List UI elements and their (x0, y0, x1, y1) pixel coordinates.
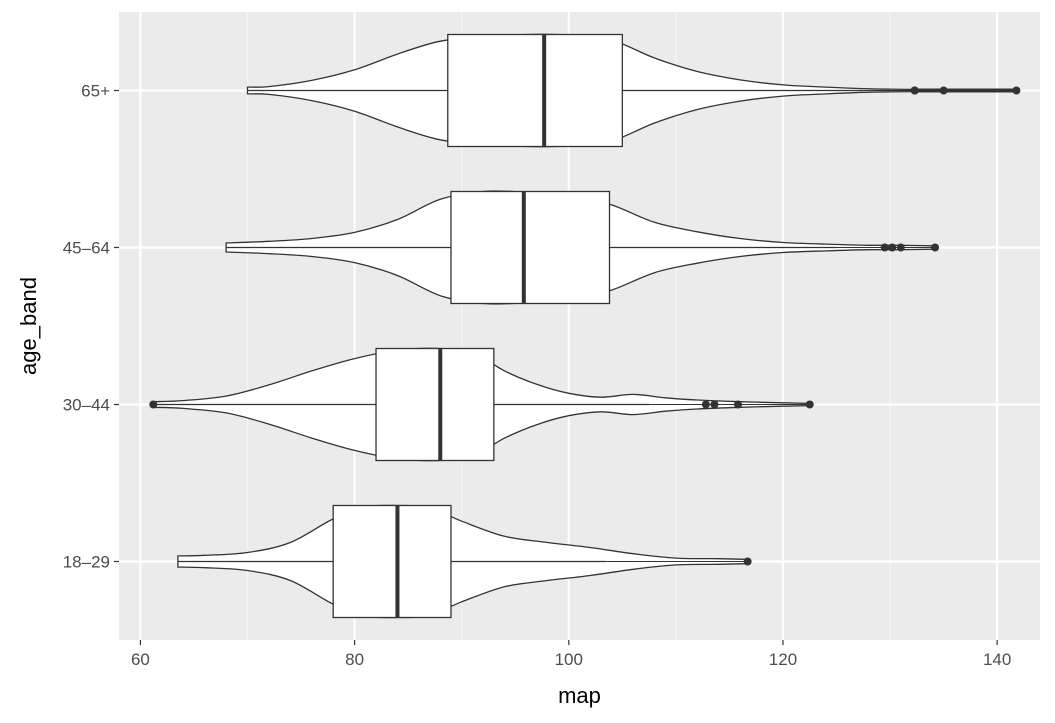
outlier-point (896, 243, 905, 252)
boxplot-layer (153, 33, 1017, 619)
box-45–64 (450, 190, 611, 305)
y-axis-title: age_band (16, 277, 41, 375)
outlier-point (743, 557, 752, 566)
outlier-point (701, 400, 710, 409)
outlier-point (733, 400, 742, 409)
y-tick-label: 30–44 (63, 396, 110, 415)
x-tick-label: 100 (555, 650, 583, 669)
outlier-point (710, 400, 719, 409)
outlier-point (880, 243, 889, 252)
outlier-point (931, 243, 940, 252)
x-tick-label: 60 (131, 650, 150, 669)
x-tick-label: 80 (345, 650, 364, 669)
x-axis-title: map (558, 683, 601, 708)
outlier-layer (149, 86, 1021, 566)
x-tick-label: 120 (769, 650, 797, 669)
outlier-point (805, 400, 814, 409)
x-axis: 60 80 100 120 140 (131, 640, 1011, 669)
box-30–44 (375, 347, 495, 462)
outlier-point (888, 243, 897, 252)
outlier-point (149, 400, 158, 409)
y-tick-label: 18–29 (63, 553, 110, 572)
y-tick-label: 45–64 (63, 239, 110, 258)
y-axis: 18–29 30–44 45–64 65+ (63, 82, 119, 572)
box-18–29 (332, 504, 452, 619)
y-tick-label: 65+ (81, 82, 110, 101)
x-tick-label: 140 (983, 650, 1011, 669)
box-65+ (447, 33, 623, 148)
